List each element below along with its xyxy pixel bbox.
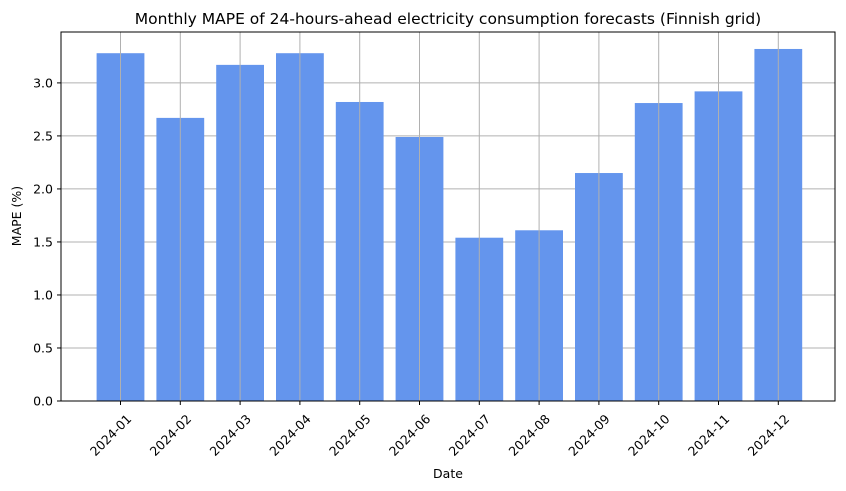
- x-tick-label: 2024-02: [147, 411, 195, 459]
- x-axis-ticks: 2024-01 2024-02 2024-03 2024-04 2024-05 2024-…: [87, 401, 792, 459]
- x-axis-label: Date: [433, 466, 463, 481]
- x-tick-label: 2024-05: [326, 411, 374, 459]
- x-tick-label: 2024-11: [685, 411, 733, 459]
- x-tick-label: 2024-07: [446, 411, 494, 459]
- x-tick-label: 2024-03: [206, 411, 254, 459]
- x-tick-label: 2024-09: [565, 411, 613, 459]
- y-tick-label: 3.0: [33, 75, 53, 90]
- y-tick-label: 0.5: [33, 340, 53, 355]
- y-tick-label: 1.0: [33, 287, 53, 302]
- y-tick-label: 1.5: [33, 234, 53, 249]
- plot-frame: [60, 31, 836, 402]
- vertical-grid: [120, 32, 779, 401]
- x-tick-label: 2024-10: [625, 411, 673, 459]
- x-tick-label: 2024-08: [505, 411, 553, 459]
- y-axis-ticks: 0.0 0.5 1.0 1.5 2.0 2.5 3.0: [33, 75, 61, 409]
- x-tick-label: 2024-12: [745, 411, 793, 459]
- x-tick-label: 2024-04: [266, 411, 314, 459]
- y-tick-label: 0.0: [33, 394, 53, 409]
- y-axis-label: MAPE (%): [9, 186, 24, 246]
- y-tick-label: 2.0: [33, 181, 53, 196]
- chart-title: Monthly MAPE of 24-hours-ahead electrici…: [135, 10, 761, 28]
- x-tick-label: 2024-01: [87, 411, 135, 459]
- x-tick-label: 2024-06: [386, 411, 434, 459]
- y-tick-label: 2.5: [33, 128, 53, 143]
